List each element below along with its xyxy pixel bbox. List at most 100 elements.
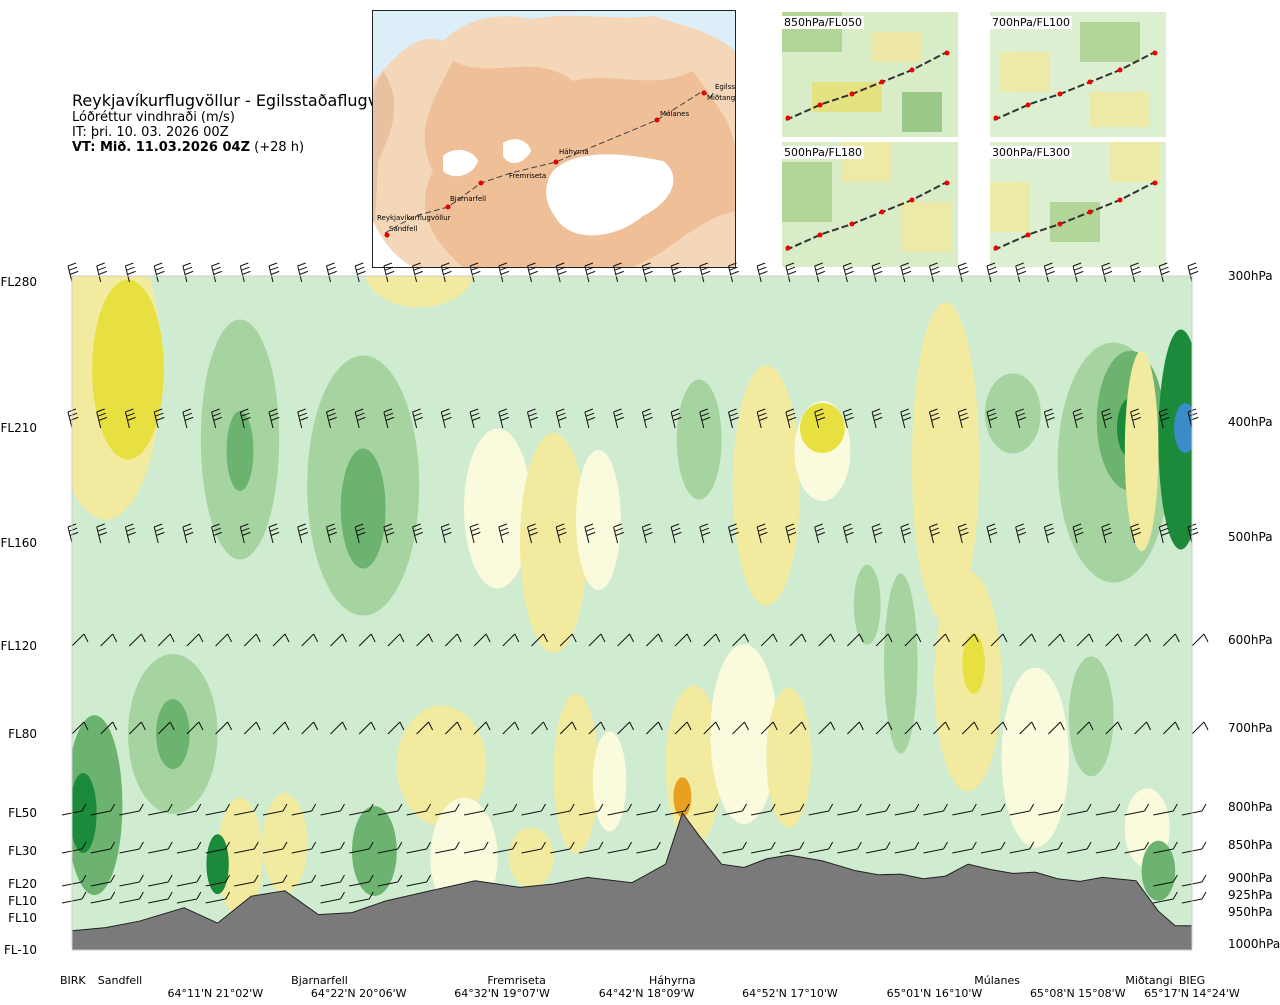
barb-flag	[271, 531, 280, 536]
field-cell	[710, 644, 778, 824]
wind-barb	[641, 408, 653, 429]
barb-staff	[301, 633, 315, 647]
barb-staff	[703, 721, 717, 735]
barb-staff	[1072, 526, 1078, 544]
barb-flag	[253, 803, 259, 812]
wind-barb	[1101, 523, 1113, 544]
wind-barb	[205, 841, 231, 854]
barb-flag	[901, 266, 911, 271]
barb-staff	[148, 810, 169, 816]
wind-barb	[933, 721, 950, 735]
wind-barb	[406, 874, 432, 887]
barb-staff	[211, 411, 217, 429]
barb-flag	[426, 803, 432, 812]
barb-staff	[904, 633, 918, 647]
barb-flag	[1159, 523, 1168, 528]
wind-barb	[320, 841, 345, 854]
barb-flag	[844, 527, 853, 532]
wind-barb	[1067, 803, 1092, 816]
barb-flag	[138, 874, 144, 883]
left-tick-label: FL50	[8, 806, 37, 820]
barb-staff	[406, 881, 427, 887]
wind-barb	[760, 633, 778, 647]
wind-barb	[349, 803, 374, 816]
wind-barb	[205, 803, 231, 816]
barb-flag	[584, 262, 594, 267]
barb-staff	[119, 848, 140, 854]
barb-flag	[397, 803, 403, 812]
barb-staff	[129, 633, 142, 647]
barb-flag	[1031, 633, 1037, 643]
wind-barb	[722, 803, 747, 816]
barb-flag	[844, 266, 853, 271]
barb-flag	[541, 841, 546, 850]
barb-staff	[268, 411, 274, 429]
barb-flag	[929, 408, 938, 413]
barb-staff	[550, 810, 571, 816]
barb-staff	[578, 810, 599, 816]
barb-flag	[557, 527, 566, 532]
barb-flag	[815, 527, 824, 532]
barb-flag	[1031, 721, 1037, 731]
barb-flag	[557, 266, 566, 271]
barb-flag	[729, 412, 738, 417]
barb-flag	[441, 262, 450, 267]
barb-flag	[1101, 523, 1110, 528]
wind-barb	[354, 262, 366, 283]
wind-barb	[1019, 721, 1037, 735]
wind-barb	[1101, 262, 1113, 283]
barb-flag	[845, 531, 854, 536]
wind-barb	[440, 262, 452, 283]
barb-flag	[873, 266, 882, 271]
wind-barb	[444, 633, 462, 647]
barb-staff	[617, 633, 630, 647]
wind-barb	[670, 262, 682, 283]
barb-flag	[959, 266, 968, 271]
barb-flag	[68, 266, 78, 271]
wind-barb	[636, 803, 661, 816]
barb-flag	[126, 412, 135, 417]
barb-staff	[272, 721, 286, 735]
wind-barb	[1043, 523, 1055, 544]
station-label: BIRK	[60, 974, 86, 987]
barb-flag	[340, 841, 345, 850]
barb-flag	[413, 412, 422, 417]
barb-staff	[732, 721, 745, 735]
barb-staff	[957, 411, 963, 429]
wind-barb	[980, 803, 1006, 816]
barb-flag	[1131, 266, 1140, 271]
barb-flag	[1101, 262, 1110, 267]
barb-staff	[205, 848, 226, 854]
field-cell	[1158, 329, 1192, 550]
barb-flag	[112, 633, 118, 643]
barb-flag	[916, 721, 922, 731]
barb-flag	[973, 633, 979, 643]
barb-flag	[397, 874, 403, 883]
wind-barb	[961, 633, 979, 647]
barb-staff	[699, 526, 705, 544]
wind-barb	[1009, 803, 1035, 816]
barb-flag	[225, 874, 231, 883]
barb-flag	[1029, 803, 1035, 812]
barb-staff	[1105, 633, 1119, 647]
coordinate-label: 64°42'N 18°09'W	[599, 987, 695, 1000]
barb-flag	[183, 412, 193, 417]
barb-staff	[211, 265, 217, 283]
barb-flag	[472, 270, 481, 275]
barb-flag	[156, 531, 165, 536]
barb-flag	[642, 262, 651, 267]
wind-barb	[584, 262, 596, 283]
wind-barb	[1072, 523, 1084, 544]
barb-staff	[990, 721, 1004, 735]
barb-flag	[673, 270, 682, 275]
barb-staff	[176, 881, 197, 887]
field-cell	[676, 379, 722, 500]
barb-flag	[1146, 721, 1152, 731]
barb-staff	[1130, 265, 1136, 283]
barb-staff	[354, 526, 360, 544]
wind-barb	[435, 841, 460, 854]
barb-staff	[760, 633, 774, 647]
wind-barb	[613, 523, 624, 544]
barb-flag	[240, 523, 249, 528]
barb-flag	[815, 412, 824, 417]
